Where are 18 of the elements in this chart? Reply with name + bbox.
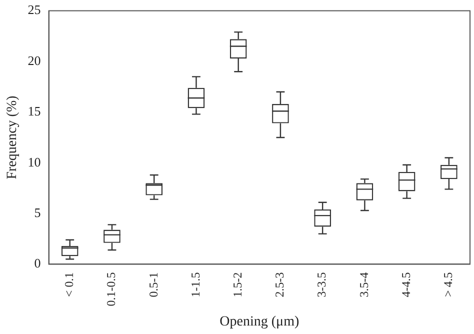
x-tick-label: > 4.5 — [441, 272, 456, 297]
x-tick-label: 0.1-0.5 — [104, 272, 118, 306]
y-tick-label: 0 — [34, 256, 41, 271]
x-tick-label: < 0.1 — [62, 272, 76, 297]
x-tick-label: 4-4.5 — [398, 272, 413, 298]
y-tick-label: 15 — [28, 104, 41, 119]
x-tick-label: 0.5-1 — [146, 272, 160, 298]
x-tick-label: 2.5-3 — [272, 272, 287, 298]
y-tick-label: 20 — [28, 52, 41, 68]
x-tick-label: 1.5-2 — [230, 272, 244, 298]
y-axis-title: Frequency (%) — [5, 95, 20, 180]
y-tick-label: 5 — [34, 204, 41, 220]
y-tick-label: 10 — [28, 154, 41, 170]
x-tick-label: 3-3.5 — [314, 272, 329, 298]
x-tick-label: 1-1.5 — [188, 272, 202, 298]
x-axis-title: Opening (μm) — [220, 314, 300, 330]
x-tick-label: 3.5-4 — [356, 272, 371, 298]
y-tick-label: 25 — [28, 2, 41, 18]
